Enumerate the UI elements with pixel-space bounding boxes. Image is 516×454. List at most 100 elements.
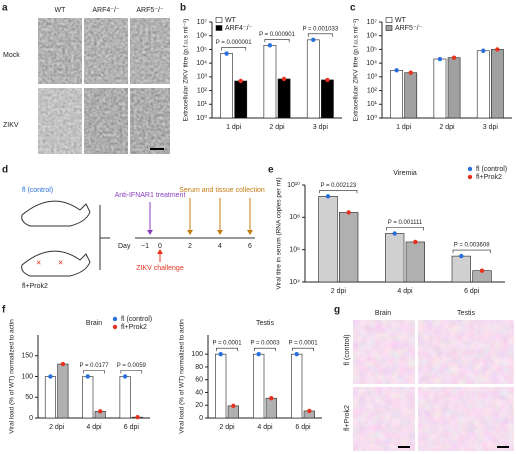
- chart-title: Testis: [256, 320, 274, 327]
- bar: [119, 376, 131, 419]
- bar: [433, 58, 447, 119]
- y-tick-label: 0: [29, 415, 33, 422]
- x-tick-label: 1 dpi: [226, 124, 242, 131]
- bar: [321, 79, 334, 119]
- legend-label: WT: [395, 17, 407, 24]
- x-tick-label: 6 dpi: [464, 288, 480, 295]
- p-bracket: [83, 370, 105, 374]
- bar-cap-dot: [281, 76, 287, 82]
- legend-label: fl (control): [476, 166, 507, 173]
- p-value: P = 0.0001: [212, 341, 242, 347]
- y-axis-label: Viral load (% of WT) normalized to actin: [9, 319, 16, 434]
- bar-cap-dot: [135, 414, 140, 420]
- legend-swatch: [112, 316, 118, 322]
- bar: [291, 353, 303, 419]
- bar: [447, 57, 461, 119]
- legend-label: ARF4⁻/⁻: [225, 25, 253, 32]
- legend-swatch: [467, 166, 473, 172]
- panel-letter: b: [180, 3, 186, 14]
- bar: [390, 70, 403, 119]
- cross: ×: [36, 257, 41, 267]
- x-tick-label: 4 dpi: [257, 424, 273, 431]
- bar: [265, 397, 277, 419]
- p-bracket: [254, 347, 276, 352]
- row-label: fl+Prok2: [344, 405, 351, 431]
- bar-cap-dot: [224, 51, 229, 56]
- y-tick-label: 10⁴: [196, 60, 207, 67]
- p-bracket: [319, 190, 358, 194]
- p-value: P = 0.0059: [117, 363, 147, 369]
- bar-cap-dot: [267, 43, 273, 48]
- bar: [404, 72, 418, 119]
- legend-label: WT: [225, 17, 237, 24]
- day: 0: [158, 243, 162, 250]
- bar-cap-dot: [238, 78, 243, 84]
- p-value: P = 0.0177: [79, 363, 109, 369]
- bar: [476, 50, 490, 119]
- bar: [385, 233, 405, 283]
- bar: [220, 53, 233, 119]
- p-value: P = 0.000901: [259, 32, 295, 38]
- bar-cap-dot: [60, 361, 66, 367]
- y-axis-label: Extracellular ZIKV titre (p.f.u.s ml⁻¹): [353, 19, 360, 122]
- p-bracket: [292, 347, 314, 352]
- legend-label: fl+Prok2: [476, 174, 502, 181]
- legend-swatch: [215, 25, 223, 31]
- x-tick-label: 2 dpi: [219, 424, 235, 431]
- panel-a: a WT ARF4⁻/⁻ ARF5⁻/⁻ Mock ZIKV: [2, 3, 170, 154]
- p-bracket: [307, 33, 333, 37]
- day-label: Day: [118, 243, 131, 250]
- y-tick-label: 10⁵: [366, 46, 377, 53]
- bar-cap-dot: [325, 194, 331, 199]
- bar-cap-dot: [98, 409, 103, 414]
- y-tick-label: 10⁰: [366, 114, 377, 122]
- y-tick-label: 10⁴: [289, 279, 300, 286]
- y-tick-label: 50: [25, 394, 33, 401]
- y-tick-label: 100: [21, 373, 33, 380]
- p-value: P = 0.003608: [454, 243, 490, 249]
- bar: [277, 78, 291, 119]
- collection: Serum and tissue collection: [179, 187, 265, 194]
- y-tick-label: 10³: [367, 74, 378, 81]
- y-axis-label: Extracellular ZIKV titre (p.f.u.s ml⁻¹): [183, 19, 190, 122]
- bar-cap-dot: [307, 408, 312, 414]
- challenge: ZIKV challenge: [136, 265, 184, 272]
- bar: [263, 45, 277, 119]
- y-tick-label: 10⁷: [367, 19, 378, 26]
- bar: [491, 49, 504, 119]
- bar: [306, 39, 320, 119]
- legend-label: fl+Prok2: [121, 324, 147, 331]
- col-label: Testis: [457, 310, 475, 317]
- legend-swatch: [385, 17, 393, 23]
- x-tick-label: 1 dpi: [396, 124, 412, 131]
- y-tick-label: 150: [21, 353, 33, 360]
- day: 4: [218, 243, 222, 250]
- row-label: ZIKV: [3, 122, 19, 129]
- row-label: Mock: [3, 52, 20, 59]
- p-bracket: [386, 227, 424, 231]
- bar: [57, 363, 69, 419]
- histology: [418, 320, 514, 384]
- bar-cap-dot: [392, 231, 397, 236]
- day: −1: [141, 243, 149, 250]
- y-tick-label: 10⁰: [196, 114, 207, 122]
- p-bracket: [221, 47, 247, 51]
- y-tick-label: 10¹: [197, 101, 208, 108]
- x-tick-label: 6 dpi: [124, 424, 140, 431]
- chart-title: Viremia: [393, 170, 417, 177]
- bar-cap-dot: [394, 68, 399, 73]
- p-value: P = 0.0003: [250, 341, 280, 347]
- bar-cap-dot: [48, 374, 53, 379]
- y-tick-label: 10⁴: [366, 60, 377, 67]
- x-tick-label: 4 dpi: [397, 288, 413, 295]
- y-tick-label: 10¹: [367, 101, 378, 108]
- y-tick-label: 10⁶: [366, 33, 377, 40]
- bar: [44, 376, 56, 419]
- y-axis-label: Viral titre in serum (RNA copies per ml): [276, 177, 283, 289]
- bar-cap-dot: [413, 239, 418, 245]
- row-label: fl (control): [344, 334, 351, 365]
- bar-cap-dot: [311, 37, 316, 43]
- cross: ×: [58, 257, 63, 267]
- histology: [418, 387, 514, 451]
